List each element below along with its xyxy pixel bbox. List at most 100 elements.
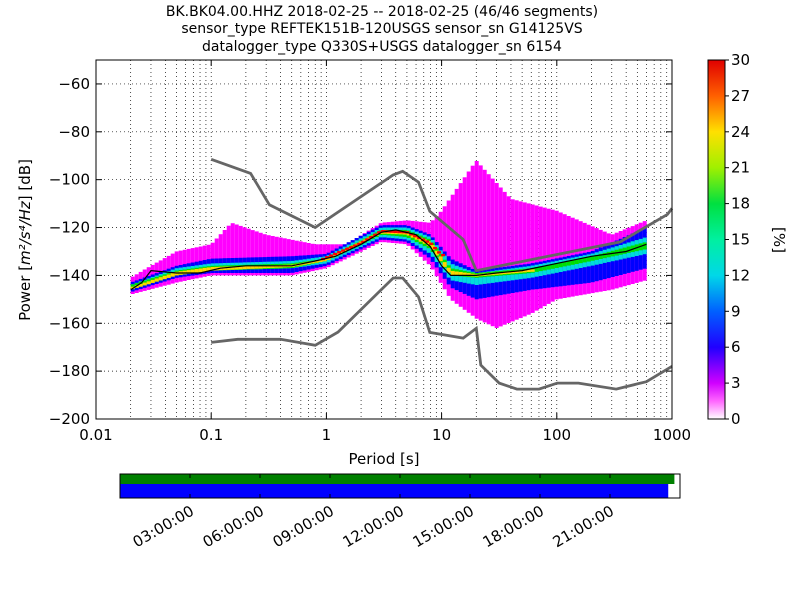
psd-density-cell xyxy=(222,230,227,276)
psd-density-cell xyxy=(626,246,631,253)
psd-density-cell xyxy=(582,252,587,284)
x-tick-label: 0.1 xyxy=(199,426,223,444)
psd-density-cell xyxy=(466,273,471,277)
y-tick-label: −120 xyxy=(49,219,90,237)
psd-density-cell xyxy=(361,240,366,244)
psd-density-cell xyxy=(190,269,195,274)
psd-density-cell xyxy=(326,257,331,260)
psd-density-cell xyxy=(502,271,507,275)
psd-density-cell xyxy=(558,212,563,299)
psd-density-cell xyxy=(250,230,255,276)
x-tick-label: 1 xyxy=(322,426,332,444)
psd-density-cell xyxy=(594,254,599,260)
psd-density-cell xyxy=(570,260,575,265)
psd-density-cell xyxy=(490,178,495,327)
psd-density-cell xyxy=(329,254,334,257)
psd-density-cell xyxy=(210,267,215,271)
psd-density-cell xyxy=(441,253,446,257)
psd-density-cell xyxy=(254,231,259,276)
psd-density-cell xyxy=(365,238,370,241)
y-axis-label-prefix: Power [ xyxy=(16,265,34,321)
psd-density-cell xyxy=(514,270,519,274)
psd-density-cell xyxy=(390,231,395,235)
psd-density-cell xyxy=(146,281,151,285)
y-tick-label: −100 xyxy=(49,171,90,189)
y-tick-label: −180 xyxy=(49,362,90,380)
colorbar-tick-label: 27 xyxy=(731,87,750,105)
psd-density-cell xyxy=(414,236,419,240)
time-coverage-axis: 03:00:00 06:00:00 09:00:00 12:00:00 15:00:00… xyxy=(119,473,681,551)
colorbar-tick-label: 30 xyxy=(731,51,750,69)
y-axis-label-suffix: ] [dB] xyxy=(16,159,34,201)
psd-density-cell xyxy=(393,230,398,233)
colorbar-tick-label: 15 xyxy=(731,231,750,249)
psd-density-cell xyxy=(230,223,235,276)
psd-density-cell xyxy=(234,224,239,276)
psd-density-cell xyxy=(170,273,175,277)
psd-density-cell xyxy=(349,246,354,249)
psd-density-cell xyxy=(558,262,563,268)
psd-density-cell xyxy=(538,266,543,272)
psd-density-cell xyxy=(510,271,515,274)
psd-density-cell xyxy=(550,264,555,269)
psd-density-cell xyxy=(586,252,591,283)
chart-title-line-3: datalogger_type Q330S+USGS datalogger_sn… xyxy=(202,39,562,55)
psd-density-cell xyxy=(250,265,255,269)
psd-density-cell xyxy=(522,270,527,273)
y-tick-label: −160 xyxy=(49,314,90,332)
psd-density-cell xyxy=(150,279,155,283)
psd-density-cell xyxy=(234,266,239,270)
psd-density-cell xyxy=(266,235,271,276)
psd-density-cell xyxy=(410,234,415,238)
psd-density-cell xyxy=(162,275,167,280)
time-tick-label: 12:00:00 xyxy=(340,502,407,551)
psd-density-cell xyxy=(530,269,535,272)
psd-density-cell xyxy=(598,253,603,259)
time-tick-label: 06:00:00 xyxy=(200,502,267,551)
time-tick-label: 09:00:00 xyxy=(270,502,337,551)
noise-model-layer xyxy=(130,157,674,391)
psd-density-cell xyxy=(562,261,567,267)
psd-density-cell xyxy=(462,272,467,277)
y-axis-label: Power [m²/s⁴/Hz] [dB] xyxy=(16,159,34,321)
x-tick-label: 10 xyxy=(432,426,451,444)
psd-density-cell xyxy=(402,232,407,235)
psd-density-cell xyxy=(474,161,479,319)
psd-density-cell xyxy=(386,231,391,234)
y-axis-label-unit: m²/s⁴/Hz xyxy=(16,200,34,265)
psd-density-cell xyxy=(642,242,647,250)
psd-density-cell xyxy=(381,230,386,233)
psd-density-cell xyxy=(382,231,387,234)
psd-density-cell xyxy=(246,265,251,269)
psd-density-cell xyxy=(446,200,451,296)
psd-density-cell xyxy=(574,254,579,285)
psd-density-cell xyxy=(578,258,583,264)
psd-density-cell xyxy=(130,284,135,290)
psd-density-cell xyxy=(498,187,503,327)
time-tick-label: 18:00:00 xyxy=(480,502,547,551)
psd-density-cell xyxy=(430,245,435,250)
psd-density-cell xyxy=(426,241,431,246)
psd-density-cell xyxy=(406,233,411,236)
psd-density-cell xyxy=(325,256,330,259)
psd-density-cell xyxy=(574,259,579,264)
colorbar-tick-label: 9 xyxy=(731,302,741,320)
psd-density-cell xyxy=(198,268,203,273)
psd-density-cell xyxy=(314,260,319,263)
psd-density-cell xyxy=(274,236,279,276)
psd-density-cell xyxy=(606,251,611,258)
psd-density-cell xyxy=(594,249,599,282)
psd-density-cell xyxy=(242,266,247,270)
psd-density-cell xyxy=(202,267,207,272)
psd-density-cell xyxy=(206,267,211,271)
psd-density-cell xyxy=(518,201,523,319)
colorbar-tick-label: 24 xyxy=(731,123,750,141)
psd-density-cell xyxy=(510,199,515,322)
psd-density-cell xyxy=(413,234,418,238)
chart-title-line-2: sensor_type REFTEK151B-120USGS sensor_sn… xyxy=(181,21,582,37)
x-ticks: 0.01 0.1 1 10 100 1000 xyxy=(79,60,691,444)
y-tick-label: −60 xyxy=(58,75,90,93)
psd-density-cell xyxy=(474,273,479,285)
psd-density-cell xyxy=(369,236,374,239)
